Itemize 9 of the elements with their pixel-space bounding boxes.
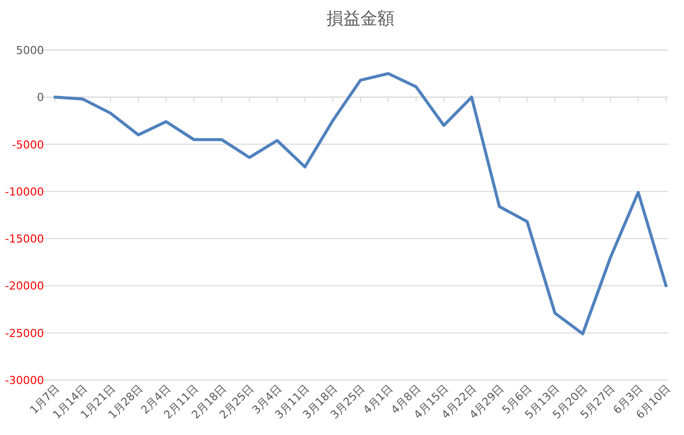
y-tick-label: 0 [37,91,44,104]
y-tick-label: -5000 [12,138,44,152]
y-tick-label: -20000 [5,280,44,293]
y-tick-label: -25000 [5,326,44,340]
chart-title: 損益金額 [326,9,394,29]
y-tick-label: -30000 [5,374,44,387]
y-tick-label: -10000 [5,185,44,198]
y-tick-label: -15000 [5,232,44,246]
y-tick-label: 5000 [16,44,44,57]
